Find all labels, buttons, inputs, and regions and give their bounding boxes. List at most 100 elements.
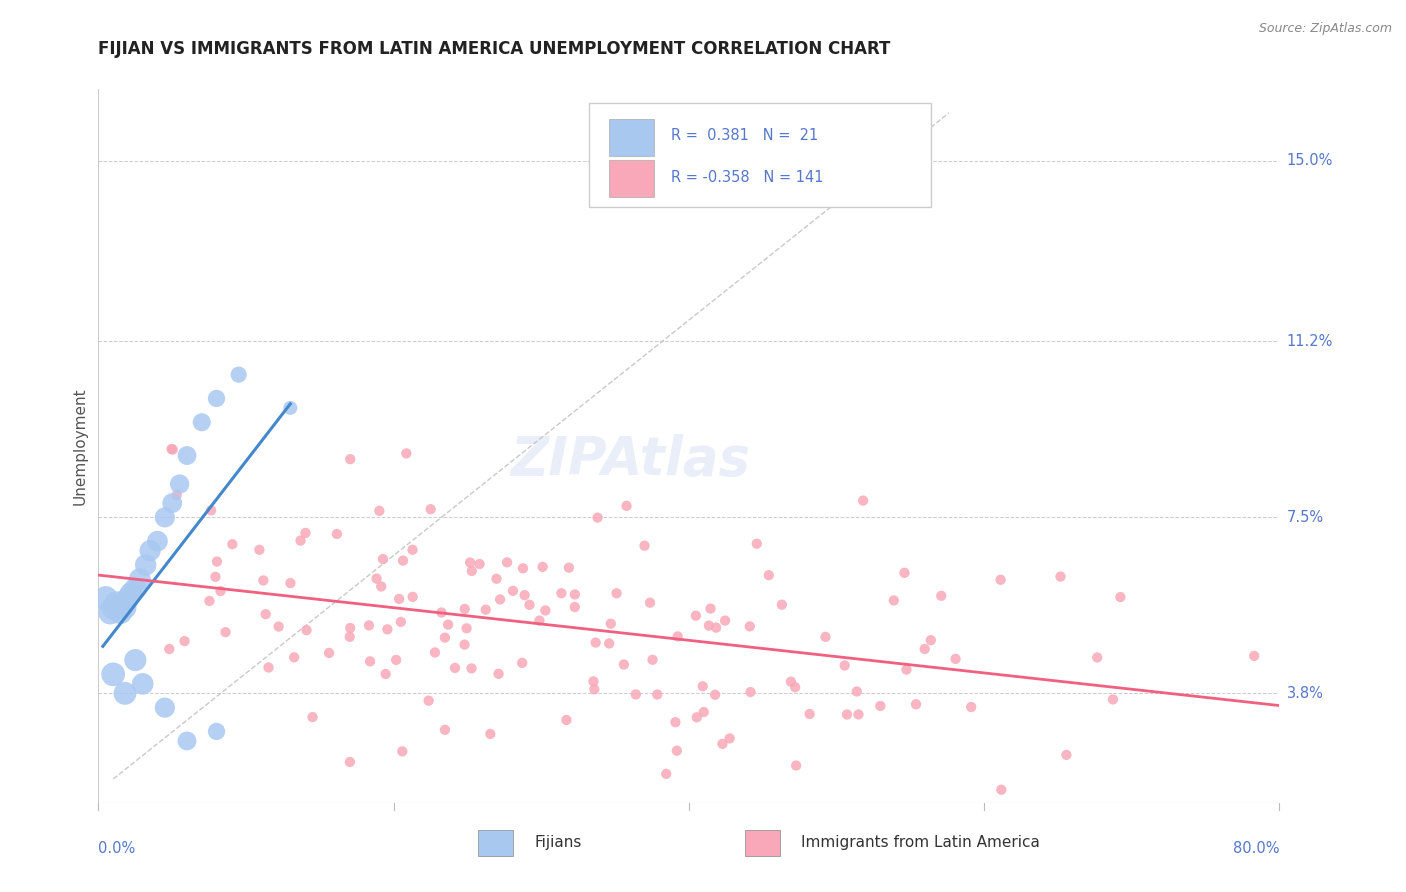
Point	[339, 621, 361, 635]
Point	[598, 636, 620, 650]
Point	[564, 600, 586, 615]
Point	[132, 677, 155, 691]
Point	[666, 630, 689, 644]
Point	[391, 744, 413, 758]
Point	[848, 707, 870, 722]
Text: ZIPAtlas: ZIPAtlas	[510, 434, 749, 486]
Point	[474, 603, 496, 617]
Point	[221, 537, 243, 551]
Point	[419, 502, 441, 516]
Point	[401, 542, 423, 557]
Point	[835, 707, 858, 722]
Point	[377, 623, 399, 637]
Point	[370, 579, 392, 593]
Point	[990, 573, 1012, 587]
Text: 15.0%: 15.0%	[1286, 153, 1333, 168]
Point	[616, 499, 638, 513]
Point	[301, 710, 323, 724]
Point	[834, 658, 856, 673]
Text: FIJIAN VS IMMIGRANTS FROM LATIN AMERICA UNEMPLOYMENT CORRELATION CHART: FIJIAN VS IMMIGRANTS FROM LATIN AMERICA …	[98, 40, 891, 58]
Point	[204, 570, 226, 584]
Point	[780, 674, 803, 689]
Point	[444, 661, 467, 675]
Text: Fijians: Fijians	[534, 836, 582, 850]
Point	[852, 493, 875, 508]
Point	[267, 619, 290, 633]
Point	[120, 586, 142, 600]
Point	[641, 653, 664, 667]
Point	[453, 638, 475, 652]
Point	[103, 600, 125, 615]
Point	[714, 614, 737, 628]
Point	[283, 650, 305, 665]
Point	[468, 557, 491, 571]
Point	[1054, 747, 1077, 762]
Point	[94, 591, 117, 606]
Point	[456, 621, 478, 635]
Point	[205, 555, 228, 569]
Text: 11.2%: 11.2%	[1286, 334, 1333, 349]
Point	[929, 589, 952, 603]
Point	[402, 590, 425, 604]
Point	[485, 572, 508, 586]
Point	[176, 734, 198, 748]
Point	[489, 592, 512, 607]
Point	[1243, 648, 1265, 663]
Point	[513, 588, 536, 602]
Point	[103, 667, 125, 681]
Point	[711, 737, 734, 751]
Point	[359, 654, 381, 668]
Text: 80.0%: 80.0%	[1233, 841, 1279, 855]
Point	[205, 724, 228, 739]
Point	[339, 452, 361, 467]
Point	[153, 700, 176, 714]
Point	[479, 727, 502, 741]
Point	[160, 442, 183, 456]
Point	[200, 503, 222, 517]
Point	[633, 539, 655, 553]
Point	[758, 568, 780, 582]
Point	[685, 608, 707, 623]
Point	[105, 596, 128, 610]
Point	[278, 401, 302, 415]
Point	[665, 744, 688, 758]
Point	[339, 630, 361, 644]
Point	[785, 680, 807, 694]
Point	[124, 653, 146, 667]
Point	[1102, 692, 1125, 706]
Point	[385, 653, 408, 667]
Point	[98, 606, 121, 620]
Point	[395, 446, 418, 460]
Point	[114, 686, 136, 700]
Point	[110, 606, 132, 620]
Point	[209, 584, 232, 599]
Point	[606, 586, 628, 600]
Point	[139, 543, 162, 558]
Point	[124, 582, 146, 596]
Point	[699, 601, 721, 615]
Point	[430, 606, 453, 620]
Point	[1109, 590, 1132, 604]
Point	[845, 684, 868, 698]
Point	[290, 533, 312, 548]
Text: 7.5%: 7.5%	[1286, 510, 1324, 524]
Point	[960, 700, 983, 714]
Point	[814, 630, 837, 644]
Point	[228, 368, 250, 382]
Point	[686, 710, 709, 724]
Point	[693, 705, 716, 719]
Text: Source: ZipAtlas.com: Source: ZipAtlas.com	[1258, 22, 1392, 36]
Point	[162, 442, 184, 457]
Point	[555, 713, 578, 727]
Y-axis label: Unemployment: Unemployment	[72, 387, 87, 505]
Point	[368, 504, 391, 518]
Point	[599, 616, 621, 631]
Text: R = -0.358   N = 141: R = -0.358 N = 141	[671, 169, 824, 185]
Point	[326, 527, 349, 541]
Point	[247, 542, 270, 557]
Point	[1085, 650, 1108, 665]
Point	[488, 666, 510, 681]
Point	[339, 755, 361, 769]
Point	[645, 688, 668, 702]
Point	[318, 646, 340, 660]
